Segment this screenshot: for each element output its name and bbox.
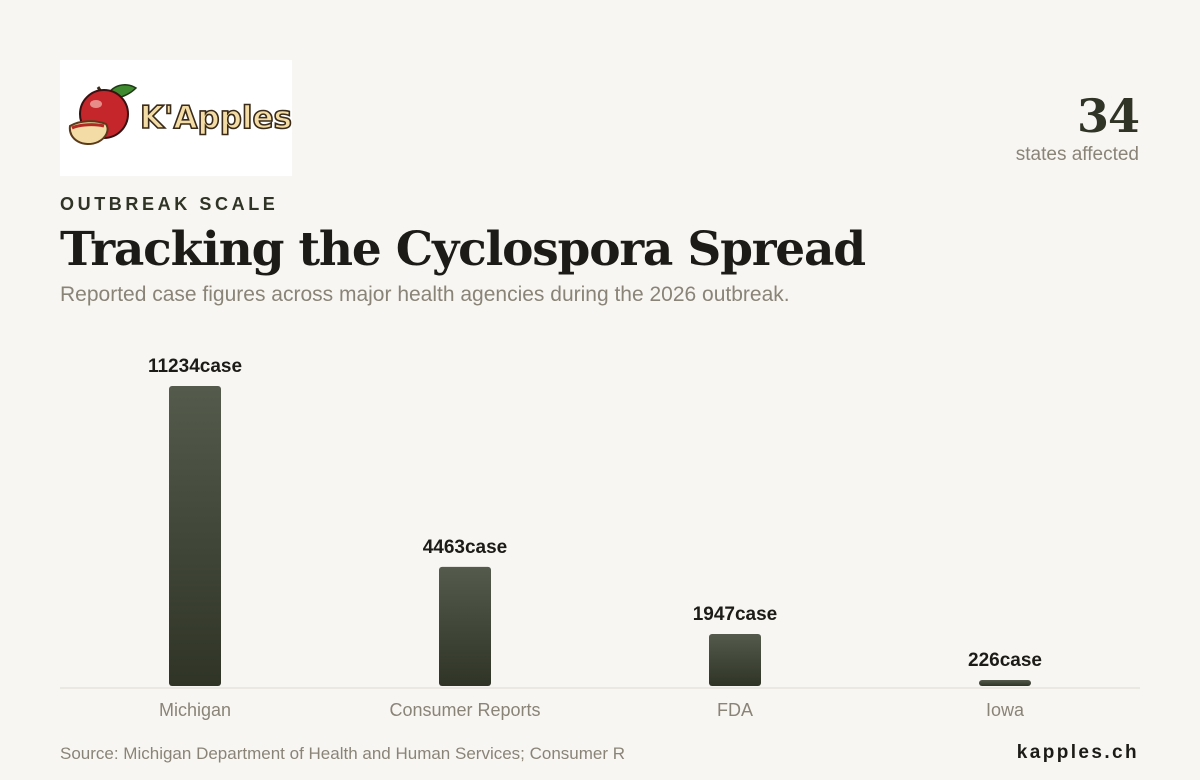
bar-value-label: 1947case xyxy=(693,604,778,625)
stat-value: 34 xyxy=(1076,89,1140,143)
apple-logo-icon: K'Apples xyxy=(68,84,292,145)
section-eyebrow: OUTBREAK SCALE xyxy=(60,194,279,214)
brand-footer: kapples.ch xyxy=(1016,742,1139,763)
bar-chart: 11234case Michigan 4463case Consumer Report… xyxy=(60,356,1140,720)
bar-value-label: 226case xyxy=(968,650,1042,671)
page-title: Tracking the Cyclospora Spread xyxy=(60,222,866,277)
x-tick-label: Michigan xyxy=(159,700,231,720)
bars-layer: 11234case Michigan 4463case Consumer Report… xyxy=(148,356,1042,720)
source-note: Source: Michigan Department of Health an… xyxy=(60,744,626,763)
x-tick-label: Iowa xyxy=(986,700,1025,720)
page-subtitle: Reported case figures across major healt… xyxy=(60,283,790,306)
x-tick-label: Consumer Reports xyxy=(389,700,540,720)
bar-iowa xyxy=(979,679,1031,686)
svg-text:K'Apples: K'Apples xyxy=(140,100,292,136)
bar-consumer-reports xyxy=(439,566,491,686)
bar-michigan xyxy=(169,386,221,686)
bar-fda xyxy=(709,634,761,686)
stat-summary: 34 states affected xyxy=(1015,88,1140,166)
stat-label: states affected xyxy=(1015,144,1139,165)
bar-value-label: 11234case xyxy=(148,356,242,377)
x-tick-label: FDA xyxy=(717,700,753,720)
bar-value-label: 4463case xyxy=(423,537,508,558)
brand-logo: K'Apples xyxy=(60,60,292,176)
